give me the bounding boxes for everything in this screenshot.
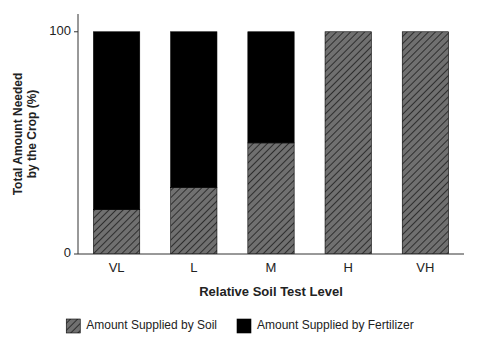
x-tick-label: VH (416, 260, 434, 275)
bar-segment (171, 187, 217, 254)
bar-segment (171, 32, 217, 188)
bar-segment (93, 210, 139, 254)
y-tick (74, 254, 78, 255)
x-tick-label: M (266, 260, 277, 275)
legend-swatch (237, 319, 251, 333)
legend-label: Amount Supplied by Fertilizer (257, 318, 414, 332)
bar-segment (325, 32, 371, 254)
x-tick-label: L (190, 260, 197, 275)
legend: Amount Supplied by Soil Amount Supplied b… (66, 318, 414, 333)
chart-container: 0 100 VL L M H VH Relative Soil Test Level Total… (0, 0, 480, 354)
chart-svg: 0 100 VL L M H VH Relative Soil Test Level Total… (0, 0, 480, 354)
bar-segment (248, 32, 294, 143)
y-tick-label: 100 (49, 23, 71, 38)
bar-segment (248, 143, 294, 254)
x-tick-label: VL (109, 260, 125, 275)
bar-segment (325, 31, 371, 32)
legend-swatch (66, 319, 80, 333)
bar-segment (402, 31, 448, 32)
bars (93, 32, 448, 254)
x-axis-line (78, 254, 464, 255)
x-axis-label: Relative Soil Test Level (199, 284, 343, 299)
bar-segment (402, 32, 448, 254)
x-tick-label: H (344, 260, 353, 275)
y-tick-label: 0 (64, 245, 71, 260)
legend-label: Amount Supplied by Soil (86, 318, 217, 332)
y-tick (74, 31, 78, 32)
y-axis-line (78, 14, 79, 254)
y-axis-label: Total Amount Neededby the Crop (%) (11, 73, 39, 196)
bar-segment (93, 32, 139, 210)
